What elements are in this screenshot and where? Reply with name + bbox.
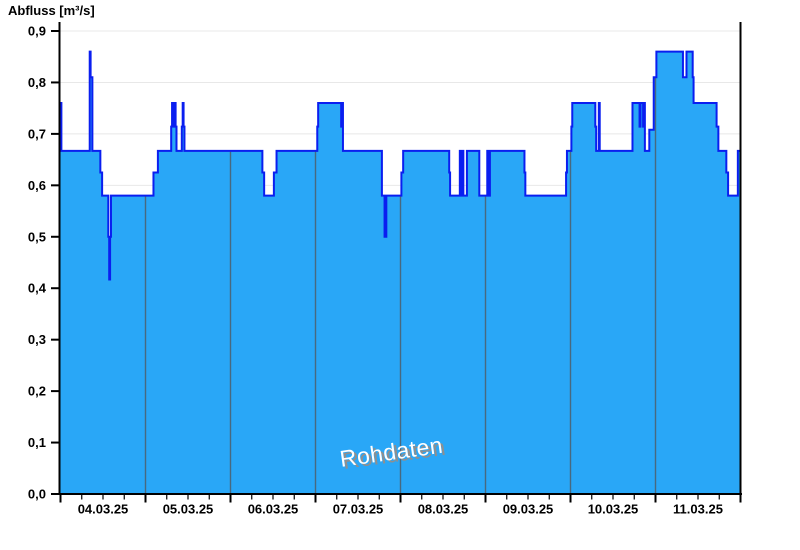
y-tick-label: 0,9: [28, 24, 46, 39]
y-tick-label: 0,2: [28, 384, 46, 399]
area-outline: [60, 50, 741, 281]
y-tick-label: 0,1: [28, 435, 46, 450]
y-tick-label: 0,6: [28, 178, 46, 193]
x-tick-label: 06.03.25: [248, 502, 299, 517]
y-tick-label: 0,3: [28, 332, 46, 347]
x-tick-label: 07.03.25: [333, 502, 384, 517]
x-tick-label: 10.03.25: [588, 502, 639, 517]
x-tick-label: 09.03.25: [503, 502, 554, 517]
y-tick-label: 0,0: [28, 487, 46, 502]
y-axis-title: Abfluss [m³/s]: [8, 3, 95, 18]
x-tick-label: 11.03.25: [673, 502, 723, 517]
x-tick-label: 05.03.25: [163, 502, 214, 517]
y-tick-label: 0,8: [28, 75, 46, 90]
y-tick-label: 0,5: [28, 229, 46, 244]
y-tick-label: 0,4: [28, 281, 47, 296]
y-tick-label: 0,7: [28, 126, 46, 141]
x-tick-label: 08.03.25: [418, 502, 469, 517]
x-tick-label: 04.03.25: [78, 502, 129, 517]
